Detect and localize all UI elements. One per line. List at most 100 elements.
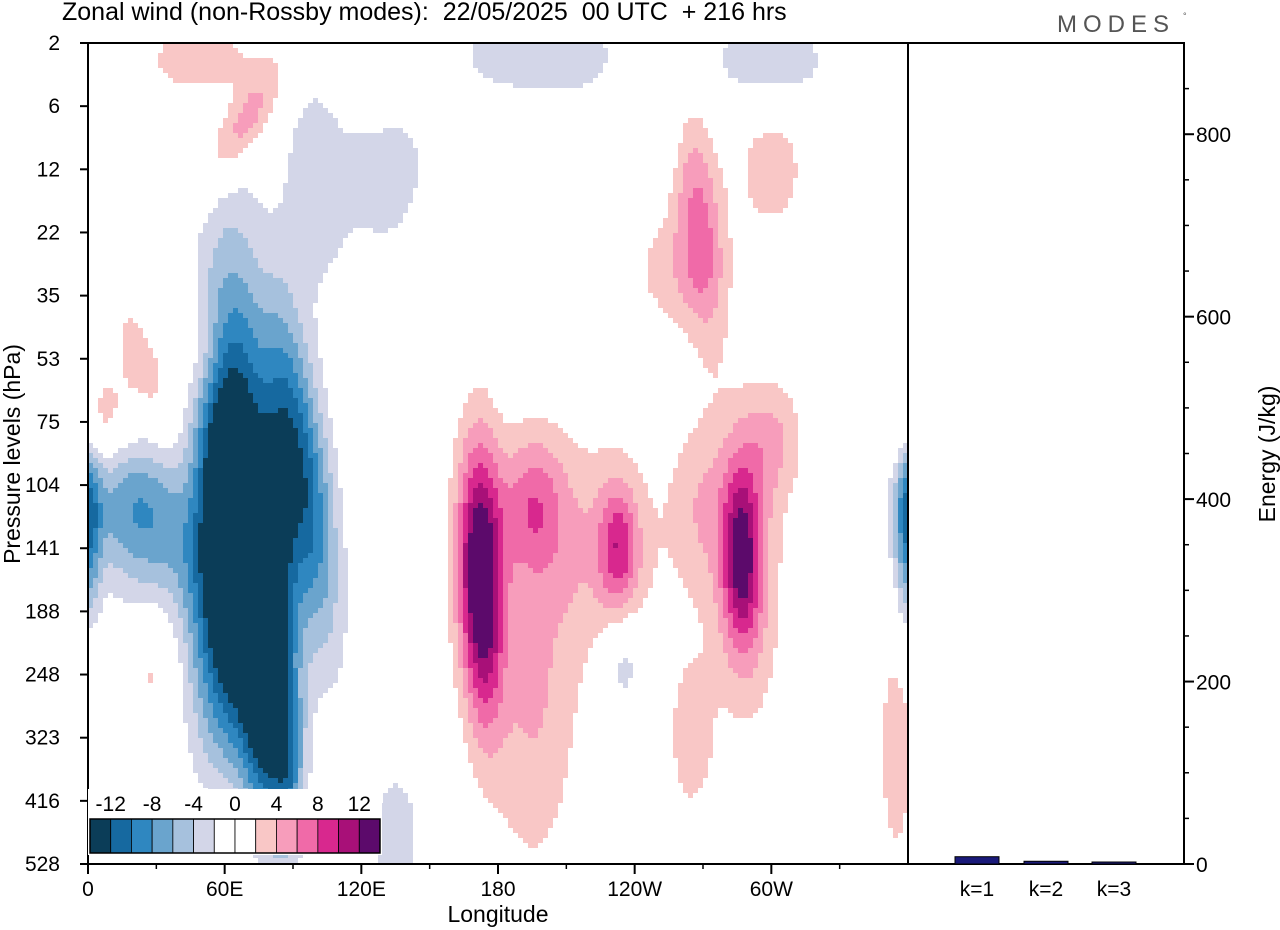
heatmap-cell	[318, 428, 323, 433]
heatmap-cell	[238, 228, 243, 233]
heatmap-cell	[273, 248, 278, 253]
heatmap-cell	[528, 418, 533, 423]
heatmap-cell	[238, 488, 243, 493]
heatmap-cell	[233, 218, 238, 223]
heatmap-cell	[743, 463, 748, 468]
heatmap-cell	[773, 68, 778, 73]
heatmap-cell	[773, 158, 778, 163]
heatmap-cell	[128, 368, 133, 373]
heatmap-cell	[288, 243, 293, 248]
heatmap-cell	[743, 488, 748, 493]
heatmap-cell	[753, 163, 758, 168]
heatmap-cell	[288, 278, 293, 283]
heatmap-cell	[558, 468, 563, 473]
heatmap-cell	[288, 338, 293, 343]
heatmap-cell	[243, 438, 248, 443]
heatmap-cell	[263, 253, 268, 258]
heatmap-cell	[283, 223, 288, 228]
heatmap-cell	[673, 248, 678, 253]
heatmap-cell	[318, 373, 323, 378]
heatmap-cell	[318, 388, 323, 393]
heatmap-cell	[393, 153, 398, 158]
heatmap-cell	[528, 458, 533, 463]
heatmap-cell	[233, 408, 238, 413]
heatmap-cell	[228, 473, 233, 478]
heatmap-cell	[203, 353, 208, 358]
heatmap-cell	[688, 328, 693, 333]
heatmap-cell	[688, 218, 693, 223]
heatmap-cell	[248, 468, 253, 473]
heatmap-cell	[338, 138, 343, 143]
heatmap-cell	[148, 458, 153, 463]
heatmap-cell	[353, 193, 358, 198]
heatmap-cell	[298, 288, 303, 293]
heatmap-cell	[263, 443, 268, 448]
heatmap-cell	[263, 403, 268, 408]
heatmap-cell	[478, 403, 483, 408]
heatmap-cell	[658, 228, 663, 233]
heatmap-cell	[248, 403, 253, 408]
heatmap-cell	[748, 468, 753, 473]
heatmap-cell	[693, 463, 698, 468]
heatmap-cell	[268, 413, 273, 418]
heatmap-cell	[218, 143, 223, 148]
heatmap-cell	[328, 438, 333, 443]
heatmap-cell	[103, 398, 108, 403]
heatmap-cell	[313, 223, 318, 228]
heatmap-cell	[328, 178, 333, 183]
heatmap-cell	[493, 53, 498, 58]
heatmap-cell	[243, 413, 248, 418]
heatmap-cell	[748, 448, 753, 453]
heatmap-cell	[578, 58, 583, 63]
heatmap-cell	[268, 58, 273, 63]
heatmap-cell	[683, 443, 688, 448]
heatmap-cell	[688, 283, 693, 288]
heatmap-cell	[638, 498, 643, 503]
heatmap-cell	[893, 478, 898, 483]
heatmap-cell	[338, 493, 343, 498]
heatmap-cell	[393, 183, 398, 188]
heatmap-cell	[793, 448, 798, 453]
heatmap-cell	[168, 488, 173, 493]
heatmap-cell	[223, 233, 228, 238]
heatmap-cell	[123, 463, 128, 468]
heatmap-cell	[323, 213, 328, 218]
heatmap-cell	[253, 358, 258, 363]
heatmap-cell	[788, 433, 793, 438]
heatmap-cell	[253, 63, 258, 68]
heatmap-cell	[313, 333, 318, 338]
heatmap-cell	[263, 473, 268, 478]
heatmap-cell	[218, 303, 223, 308]
heatmap-cell	[593, 58, 598, 63]
heatmap-cell	[198, 73, 203, 78]
heatmap-cell	[693, 228, 698, 233]
heatmap-cell	[473, 428, 478, 433]
heatmap-cell	[528, 488, 533, 493]
heatmap-cell	[618, 458, 623, 463]
heatmap-cell	[888, 483, 893, 488]
heatmap-cell	[268, 473, 273, 478]
heatmap-cell	[193, 48, 198, 53]
heatmap-cell	[213, 308, 218, 313]
heatmap-cell	[258, 363, 263, 368]
heatmap-cell	[113, 473, 118, 478]
heatmap-cell	[703, 443, 708, 448]
heatmap-cell	[228, 138, 233, 143]
heatmap-cell	[218, 323, 223, 328]
heatmap-cell	[258, 78, 263, 83]
heatmap-cell	[783, 78, 788, 83]
heatmap-cell	[213, 468, 218, 473]
heatmap-cell	[243, 83, 248, 88]
heatmap-cell	[248, 243, 253, 248]
heatmap-cell	[268, 78, 273, 83]
heatmap-cell	[338, 208, 343, 213]
heatmap-cell	[778, 433, 783, 438]
heatmap-cell	[353, 158, 358, 163]
heatmap-cell	[683, 263, 688, 268]
heatmap-cell	[483, 53, 488, 58]
heatmap-cell	[788, 403, 793, 408]
heatmap-cell	[733, 43, 738, 48]
heatmap-cell	[493, 498, 498, 503]
heatmap-cell	[313, 238, 318, 243]
heatmap-cell	[243, 143, 248, 148]
